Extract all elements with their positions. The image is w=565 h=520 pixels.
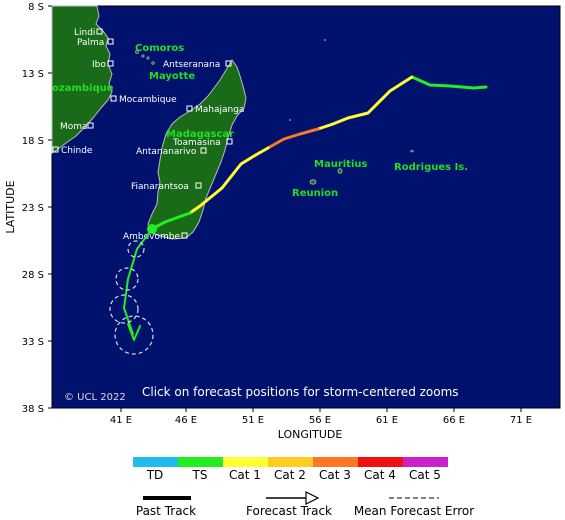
forecast-arrow-sample-icon	[305, 491, 320, 505]
city-marker	[110, 95, 117, 102]
city-marker	[200, 147, 207, 154]
city-label-antseranana: Antseranana	[163, 60, 220, 70]
legend-swatch-cat3	[313, 457, 358, 467]
reunion-island	[309, 179, 317, 185]
region-label-mauritius: Mauritius	[314, 159, 368, 170]
city-marker	[107, 60, 114, 67]
copyright-text: © UCL 2022	[64, 392, 126, 403]
forecast-error-circle[interactable]	[127, 240, 145, 258]
city-marker	[107, 38, 114, 45]
forecast-track-line	[123, 228, 153, 335]
lon-tick-label: 56 E	[309, 415, 331, 426]
lon-tick-label: 71 E	[510, 415, 532, 426]
forecast-error-circle[interactable]	[115, 267, 139, 291]
x-axis-title: LONGITUDE	[278, 428, 343, 441]
lat-tick-label: 13 S	[22, 69, 44, 80]
city-marker	[87, 122, 94, 129]
legend-label-td: TD	[146, 468, 164, 482]
y-axis-title: LATITUDE	[4, 180, 17, 233]
past-track-label: Past Track	[136, 504, 196, 518]
lon-tick-label: 51 E	[242, 415, 264, 426]
forecast-error-circle[interactable]	[109, 294, 139, 324]
legend-swatch-td	[133, 457, 178, 467]
lat-tick-label: 38 S	[22, 404, 44, 415]
city-label-palma: Palma	[77, 38, 104, 48]
region-label-rodrigues: Rodrigues Is.	[394, 162, 468, 173]
madagascar-landmass	[147, 59, 247, 240]
city-marker	[96, 28, 103, 35]
city-label-toamasina: Toamasina	[172, 138, 221, 148]
zoom-hint-text: Click on forecast positions for storm-ce…	[142, 385, 459, 399]
city-label-moma: Moma	[60, 122, 88, 132]
lat-tick-label: 33 S	[22, 337, 44, 348]
track-segment-cat1	[188, 146, 270, 215]
forecast-error-circle[interactable]	[114, 315, 154, 355]
legend-label-cat4: Cat 4	[364, 468, 396, 482]
region-label-reunion: Reunion	[292, 188, 338, 199]
legend-label-cat1: Cat 1	[229, 468, 261, 482]
ocean-map-area[interactable]	[51, 5, 561, 409]
track-segment-cat3	[266, 127, 320, 150]
lat-tick-label: 23 S	[22, 203, 44, 214]
city-marker	[186, 105, 193, 112]
region-label-mozambique: ozambique	[52, 83, 114, 94]
latitude-axis	[48, 5, 52, 409]
lat-tick-label: 28 S	[22, 270, 44, 281]
city-label-fianarantsoa: Fianarantsoa	[131, 182, 189, 192]
comoros-island	[146, 56, 150, 60]
city-label-ibo: Ibo	[92, 60, 106, 70]
storm-track	[123, 75, 488, 341]
city-marker	[52, 146, 59, 153]
region-label-madagascar: Madagascar	[166, 129, 234, 140]
legend-label-ts: TS	[192, 468, 208, 482]
city-label-ambovombe: Ambovombe	[123, 232, 180, 242]
lat-tick-label: 18 S	[22, 136, 44, 147]
longitude-axis	[120, 408, 522, 412]
legend-swatch-ts	[178, 457, 223, 467]
region-label-comoros: Comoros	[135, 43, 184, 54]
comoros-island	[135, 50, 139, 54]
forecast-arrow-icon	[127, 323, 141, 341]
mauritius-island	[337, 168, 343, 174]
track-segment-ts	[410, 75, 488, 90]
africa-landmass	[51, 5, 113, 154]
legend-swatch-cat1	[223, 457, 268, 467]
legend-swatch-cat2	[268, 457, 313, 467]
city-label-chinde: Chinde	[61, 146, 93, 156]
small-island	[324, 39, 326, 41]
city-marker	[195, 182, 202, 189]
city-marker	[181, 232, 188, 239]
city-label-lindi: Lindi	[74, 28, 95, 38]
mayotte-island	[151, 61, 155, 65]
legend-label-cat2: Cat 2	[274, 468, 306, 482]
legend-swatch-cat5	[403, 457, 448, 467]
track-legend: Past Track Forecast Track Mean Forecast …	[136, 491, 474, 518]
legend-swatch-cat4	[358, 457, 403, 467]
lon-tick-label: 61 E	[376, 415, 398, 426]
city-label-mocambique: Mocambique	[119, 95, 177, 105]
small-island	[289, 119, 291, 121]
lon-tick-label: 66 E	[443, 415, 465, 426]
map-content: Comoros Mayotte ozambique Madagascar Mau…	[51, 5, 488, 403]
forecast-track-label: Forecast Track	[246, 504, 332, 518]
city-marker	[225, 60, 232, 67]
current-storm-position[interactable]	[147, 224, 157, 234]
lat-tick-label: 8 S	[28, 2, 44, 13]
rodrigues-island	[410, 149, 414, 153]
legend-label-cat3: Cat 3	[319, 468, 351, 482]
city-label-antananarivo: Antananarivo	[136, 147, 197, 157]
category-legend: TD TS Cat 1 Cat 2 Cat 3 Cat 4 Cat 5	[133, 457, 448, 482]
region-label-mayotte: Mayotte	[149, 71, 195, 82]
mean-error-label: Mean Forecast Error	[354, 504, 474, 518]
lon-tick-label: 41 E	[110, 415, 132, 426]
city-marker	[226, 138, 233, 145]
comoros-island	[141, 54, 145, 58]
city-label-mahajanga: Mahajanga	[195, 105, 244, 115]
legend-label-cat5: Cat 5	[409, 468, 441, 482]
track-segment-cat1	[316, 75, 414, 131]
lon-tick-label: 46 E	[175, 415, 197, 426]
